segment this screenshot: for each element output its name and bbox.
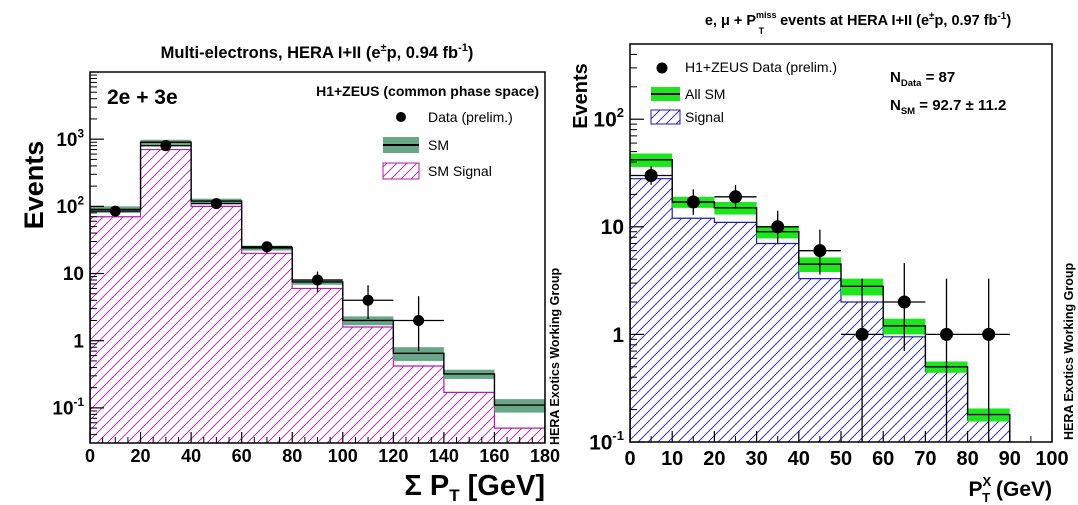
missing-pt-chart: e, μ + Pmiss T events at HERA I+II (e±p, … [570,10,1076,505]
y-tick-label: 10 [63,264,84,285]
legend-data-label: H1+ZEUS Data (prelim.) [685,59,837,75]
x-tick-label: 20 [131,446,151,466]
data-point [686,195,700,209]
x-tick-label: 40 [788,448,810,470]
n-data-label: NData = 87 [890,69,955,89]
legend-data-marker [396,112,406,122]
data-point [160,140,172,152]
legend-signal-label: Signal [685,109,724,125]
y-tick-label: 102 [593,105,624,131]
legend: H1+ZEUS Data (prelim.) All SM Signal [650,59,837,125]
data-point [897,295,911,309]
legend-sm-label: All SM [685,86,725,102]
signal-bar [883,336,926,442]
signal-bar [393,366,444,443]
n-sm-label: NSM = 92.7 ± 11.2 [890,97,1006,117]
chart-title: Multi-electrons, HERA I+II (e±p, 0.94 fb… [161,42,474,62]
x-tick-label: 30 [745,448,767,470]
x-tick-label: 0 [85,446,95,466]
signal-bar [292,288,343,443]
signal-bar [191,206,242,443]
data-point [940,327,953,341]
y-tick-label: 1 [73,331,84,352]
y-tick-label: 10-1 [52,396,84,420]
y-axis-title: Events [570,63,592,129]
data-point [210,198,222,210]
y-tick-label: 10-1 [589,428,624,454]
x-tick-label: 0 [624,448,635,470]
x-tick-label: 60 [872,448,894,470]
legend-data-marker [656,62,668,74]
data-point [729,190,742,204]
x-tick-label: 10 [661,448,683,470]
sm-uncertainty-band [393,347,444,361]
signal-bar [714,222,757,442]
x-tick-label: 90 [999,448,1021,470]
legend-signal-label: SM Signal [428,163,492,179]
y-tick-label: 1 [612,324,624,347]
signal-bar [756,243,799,442]
legend-data-label: Data (prelim.) [428,109,513,125]
x-tick-label: 160 [479,446,509,466]
signal-bar [90,216,141,443]
signal-bar [241,253,293,443]
data-point [982,327,996,341]
signal-bar [798,278,841,442]
x-tick-label: 100 [328,446,358,466]
data-point [109,205,121,217]
y-tick-label: 10 [601,216,624,239]
selection-note: H1+ZEUS (common phase space) [316,83,539,99]
y-tick-label: 102 [56,194,84,218]
legend-sm-label: SM [428,137,449,153]
sm-uncertainty-band [494,399,545,413]
x-tick-label: 120 [378,446,408,466]
x-tick-label: 100 [1035,448,1068,470]
signal-bar [672,218,715,442]
corner-label: 2e + 3e [107,86,178,109]
data-point [261,241,273,253]
x-tick-label: 180 [530,446,560,466]
data-point [362,294,374,306]
x-tick-label: 20 [703,448,725,470]
x-tick-label: 80 [282,446,302,466]
data-point [413,314,425,326]
y-axis-title: Events [19,141,49,230]
signal-bar [342,326,394,443]
x-tick-label: 80 [956,448,978,470]
signal-bar [140,149,192,443]
legend-signal-swatch [382,162,420,180]
x-tick-label: 70 [914,448,936,470]
x-tick-label: 50 [830,448,852,470]
data-point [312,274,323,286]
data-point [644,168,658,182]
legend-signal-swatch [650,109,681,125]
data-point [813,244,827,258]
y-tick-label: 103 [56,127,84,151]
x-axis-title: Σ PT [GeV] [404,470,545,505]
side-label: HERA Exotics Working Group [548,268,562,445]
data-point [855,327,869,341]
multi-electron-chart: Multi-electrons, HERA I+II (e±p, 0.94 fb… [19,42,562,505]
data-point [771,220,785,234]
signal-bar [630,178,673,442]
legend: Data (prelim.) SM SM Signal [382,109,513,180]
side-label: HERA Exotics Working Group [1062,263,1076,440]
chart-title: e, μ + Pmiss T events at HERA I+II (e±p, … [705,10,1011,36]
signal-bar [443,392,495,443]
x-axis-title: PX T (GeV) [969,474,1052,505]
x-tick-label: 40 [181,446,201,466]
x-tick-label: 60 [232,446,252,466]
x-tick-label: 140 [429,446,459,466]
